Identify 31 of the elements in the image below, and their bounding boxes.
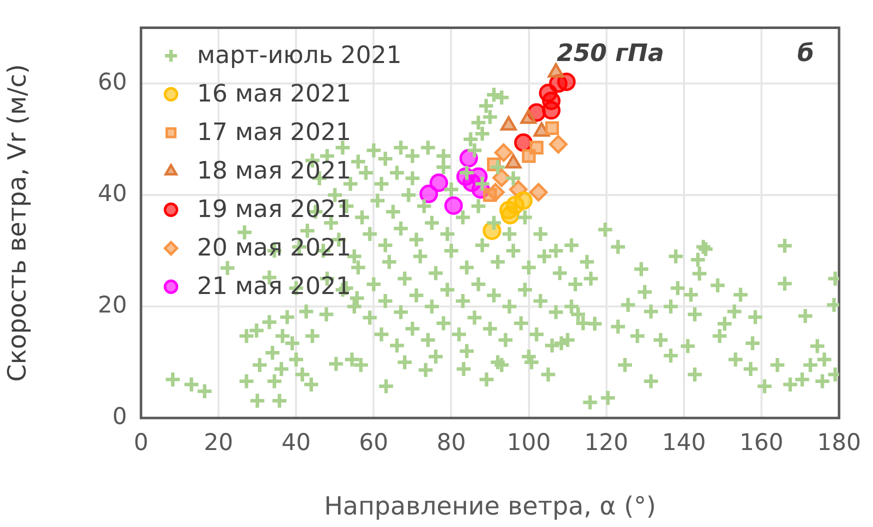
annotation: 250 гПа bbox=[556, 39, 664, 68]
y-tick-label: 0 bbox=[112, 404, 127, 430]
annotation: б bbox=[797, 39, 814, 68]
x-tick-label: 80 bbox=[436, 430, 466, 456]
x-tick-label: 20 bbox=[204, 430, 234, 456]
y-axis-title: Скорость ветра, Vr (м/с) bbox=[2, 64, 32, 382]
y-tick-label: 20 bbox=[98, 292, 127, 318]
point bbox=[549, 135, 568, 154]
y-tick-label: 40 bbox=[98, 180, 127, 207]
x-axis-title: Направление ветра, α (°) bbox=[324, 492, 656, 520]
point bbox=[529, 182, 548, 202]
x-tick-label: 0 bbox=[134, 430, 148, 456]
point bbox=[444, 196, 463, 215]
legend-label: 18 мая 2021 bbox=[197, 156, 352, 185]
point bbox=[494, 143, 513, 162]
x-tick-label: 40 bbox=[281, 430, 311, 456]
point bbox=[430, 174, 448, 192]
x-tick-label: 100 bbox=[506, 430, 551, 456]
x-tick-label: 160 bbox=[740, 430, 784, 456]
x-tick-label: 60 bbox=[359, 430, 388, 456]
point bbox=[542, 92, 561, 110]
legend-label: 16 мая 2021 bbox=[197, 80, 352, 108]
y-tick-label: 60 bbox=[98, 70, 127, 96]
point bbox=[530, 140, 544, 155]
legend-label: март-июль 2021 bbox=[197, 41, 402, 70]
x-tick-label: 140 bbox=[662, 430, 706, 456]
legend-label: 17 мая 2021 bbox=[197, 118, 352, 146]
x-tick-label: 180 bbox=[817, 430, 862, 456]
point bbox=[545, 121, 559, 136]
x-tick-label: 120 bbox=[584, 430, 628, 456]
point bbox=[506, 196, 524, 214]
